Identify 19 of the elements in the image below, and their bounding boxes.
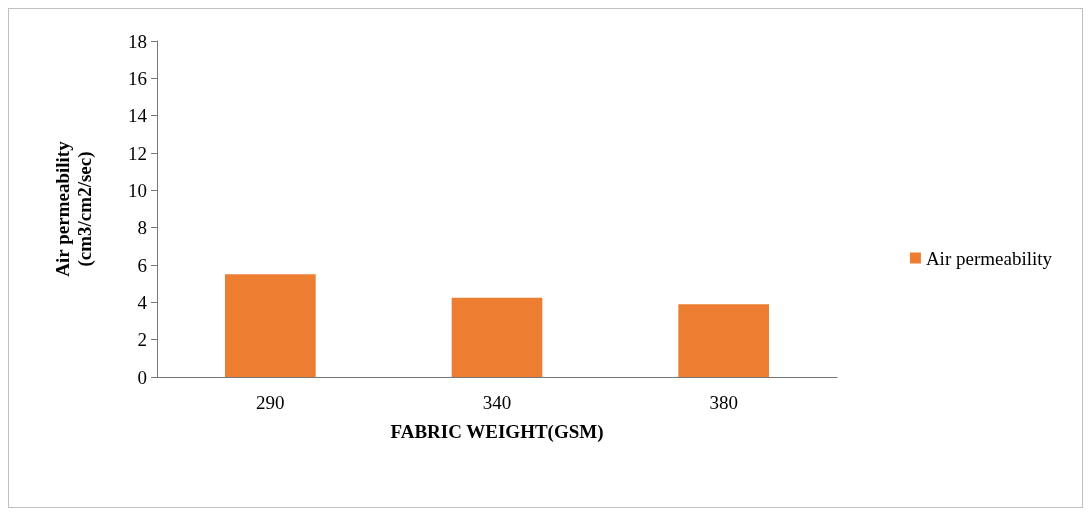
y-tick-label: 16 (128, 67, 147, 89)
bar (451, 297, 543, 377)
bar (225, 274, 316, 377)
y-tick-label: 12 (128, 142, 147, 164)
x-axis-title: FABRIC WEIGHT(GSM) (390, 421, 604, 443)
y-tick-label: 6 (137, 254, 147, 276)
x-tick-label: 380 (709, 392, 738, 413)
y-tick-label: 0 (137, 366, 147, 388)
y-tick-label: 14 (128, 105, 148, 127)
x-tick-label: 340 (482, 392, 512, 413)
y-tick-label: 8 (137, 217, 147, 239)
y-tick-label: 18 (128, 30, 147, 52)
bar (678, 304, 769, 377)
legend-label: Air permeability (925, 247, 1053, 269)
y-tick-label: 4 (137, 291, 148, 313)
y-tick-label: 2 (137, 329, 147, 351)
y-tick-label: 10 (128, 179, 147, 201)
x-tick-label: 290 (256, 392, 285, 413)
y-axis-title: Air permeability (cm3/cm2/sec) (51, 140, 96, 277)
